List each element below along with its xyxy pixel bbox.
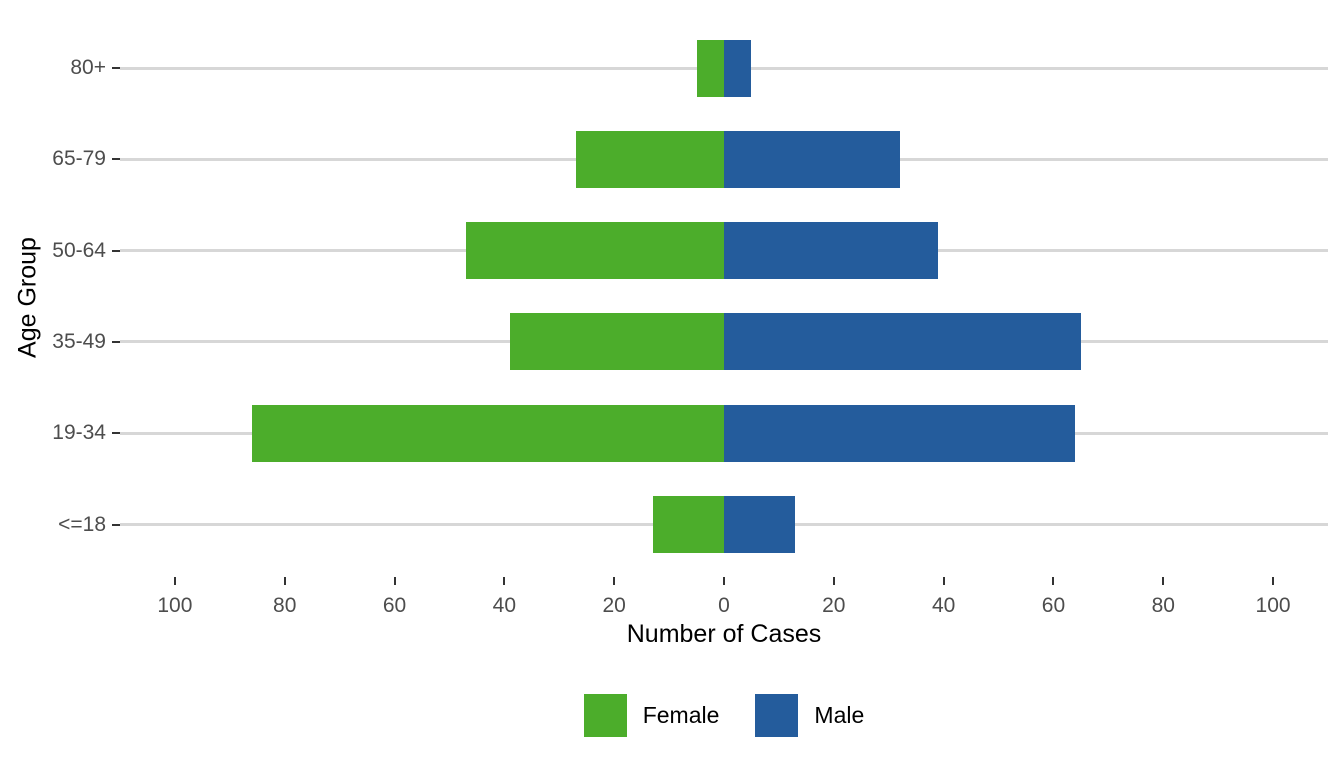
legend: Female Male (120, 694, 1328, 737)
y-tick-mark (112, 523, 120, 526)
x-tick-label: 0 (718, 594, 730, 617)
x-tick-label: 60 (382, 594, 407, 617)
bar-male-80+ (724, 39, 752, 97)
legend-key-female (583, 694, 627, 737)
x-tick-mark (393, 577, 396, 585)
y-tick-mark (112, 67, 120, 69)
x-tick-mark (942, 577, 945, 585)
x-tick-mark (1162, 577, 1165, 585)
x-tick-label: 20 (602, 594, 626, 617)
bar-male-50-64 (724, 222, 939, 280)
bar-male-19-34 (724, 404, 1076, 462)
bar-female-50-64 (465, 222, 724, 280)
bar-male-35-49 (724, 313, 1081, 371)
x-tick-mark (723, 577, 725, 585)
y-tick-mark (112, 158, 120, 161)
legend-entry-female: Female (583, 694, 720, 737)
y-tick-label: 65-79 (52, 147, 106, 171)
x-tick-label: 80 (273, 594, 297, 617)
x-tick-label: 100 (157, 594, 193, 617)
bar-female-80+ (696, 39, 724, 97)
y-tick-label: <=18 (58, 512, 106, 536)
bar-male-<=18 (724, 496, 796, 553)
legend-entry-male: Male (755, 694, 864, 737)
x-tick-mark (283, 577, 286, 585)
x-tick-mark (832, 577, 835, 585)
bar-female-<=18 (652, 496, 724, 553)
y-tick-mark (112, 249, 120, 252)
y-tick-label: 35-49 (52, 329, 106, 353)
x-tick-label: 20 (822, 594, 846, 617)
x-tick-label: 100 (1255, 594, 1291, 617)
legend-key-male (755, 694, 799, 737)
legend-label-female: Female (642, 702, 720, 728)
x-tick-mark (1272, 577, 1275, 585)
bar-female-65-79 (575, 130, 724, 188)
bar-female-19-34 (251, 404, 724, 462)
y-tick-mark (112, 340, 120, 343)
x-tick-label: 80 (1151, 594, 1175, 617)
x-tick-mark (613, 577, 616, 585)
x-tick-label: 40 (931, 594, 956, 617)
bar-female-35-49 (509, 313, 724, 371)
y-tick-label: 80+ (70, 56, 106, 79)
y-tick-label: 50-64 (52, 238, 106, 262)
x-axis-title: Number of Cases (626, 620, 822, 648)
bar-male-65-79 (724, 130, 900, 188)
y-tick-mark (112, 432, 120, 435)
legend-label-male: Male (814, 702, 865, 728)
x-tick-label: 60 (1041, 594, 1066, 617)
x-tick-mark (1052, 577, 1055, 585)
x-tick-label: 40 (492, 594, 517, 617)
y-tick-label: 19-34 (52, 421, 106, 445)
x-tick-mark (503, 577, 506, 585)
x-tick-mark (173, 577, 176, 585)
